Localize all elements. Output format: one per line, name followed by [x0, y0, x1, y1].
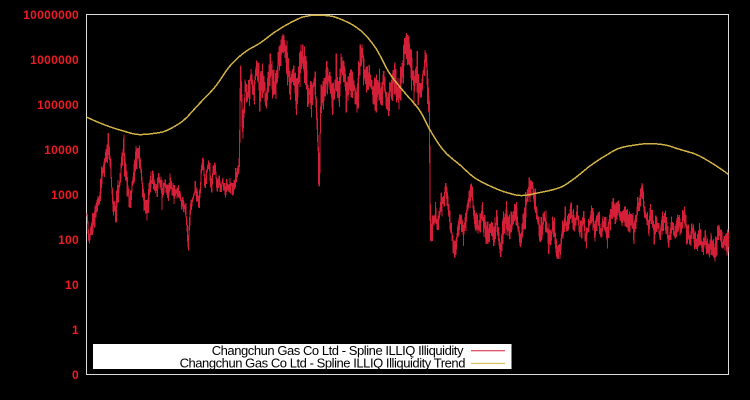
svg-text:Changchun Gas Co Ltd - Spline: Changchun Gas Co Ltd - Spline ILLIQ Illi… — [212, 343, 464, 358]
svg-text:10000000: 10000000 — [23, 8, 79, 22]
svg-text:1000000: 1000000 — [30, 53, 79, 67]
svg-text:100: 100 — [58, 233, 79, 247]
svg-text:Changchun Gas Co Ltd - Spline: Changchun Gas Co Ltd - Spline ILLIQ Illi… — [180, 356, 466, 371]
svg-text:10: 10 — [65, 278, 79, 292]
svg-text:0: 0 — [72, 368, 79, 382]
svg-text:1000: 1000 — [51, 188, 79, 202]
svg-text:1: 1 — [72, 323, 79, 337]
svg-text:100000: 100000 — [37, 98, 79, 112]
svg-text:10000: 10000 — [44, 143, 79, 157]
